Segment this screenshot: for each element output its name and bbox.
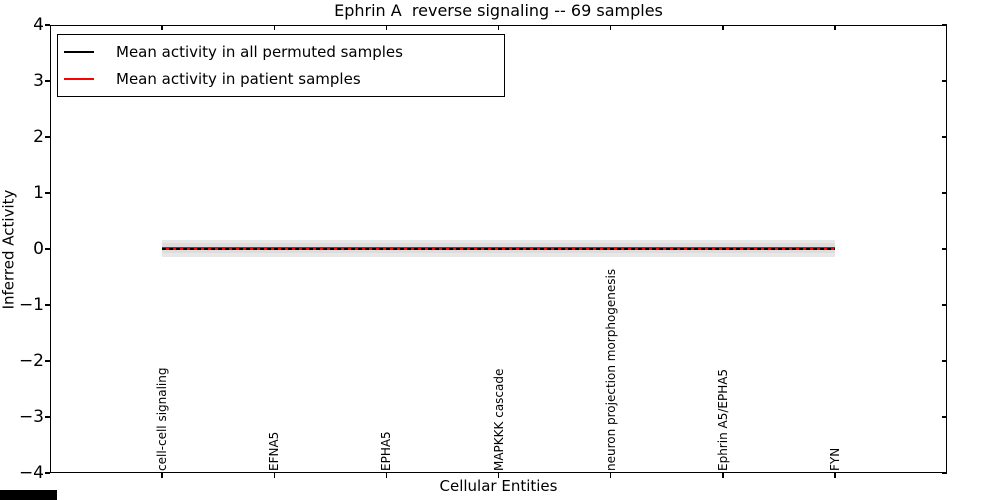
legend: Mean activity in all permuted samples Me…	[57, 34, 505, 97]
x-tick-bottom	[609, 473, 612, 478]
x-tick-top	[609, 25, 612, 30]
x-tick-bottom	[161, 473, 163, 478]
x-tick-bottom	[834, 473, 836, 478]
y-tick-left	[45, 192, 50, 194]
x-tick-top	[722, 25, 724, 30]
chart-title: Ephrin A reverse signaling -- 69 samples	[334, 1, 663, 20]
y-tick-label: −2	[18, 351, 44, 371]
x-tick-bottom	[722, 473, 724, 478]
x-tick-bottom	[497, 473, 500, 478]
y-tick-left	[45, 360, 50, 362]
y-tick-right	[942, 360, 947, 362]
legend-line-sample	[64, 77, 94, 80]
y-tick-left	[45, 304, 50, 306]
y-tick-right	[942, 248, 947, 250]
series-line	[162, 248, 835, 250]
y-tick-label: 2	[33, 127, 44, 147]
y-tick-right	[942, 24, 947, 26]
y-tick-right	[942, 416, 947, 418]
x-tick-label: EFNA5	[267, 431, 282, 471]
x-tick-label: Ephrin A5/EPHA5	[715, 368, 730, 471]
y-tick-right	[942, 472, 947, 474]
y-tick-label: −4	[18, 463, 44, 483]
x-axis-label: Cellular Entities	[439, 477, 558, 495]
y-tick-label: 4	[33, 15, 44, 35]
y-tick-left	[45, 472, 50, 474]
y-tick-label: 3	[33, 71, 44, 91]
y-tick-right	[942, 192, 947, 194]
screen-artifact-bar	[0, 490, 57, 500]
y-tick-label: −1	[18, 295, 44, 315]
y-tick-left	[45, 80, 50, 82]
x-tick-label: neuron projection morphogenesis	[603, 268, 618, 471]
y-tick-right	[942, 136, 947, 138]
y-tick-left	[45, 416, 50, 418]
x-tick-label: MAPKKK cascade	[491, 368, 506, 471]
y-tick-label: −3	[18, 407, 44, 427]
x-tick-top	[385, 25, 388, 30]
legend-line-sample	[64, 51, 94, 54]
legend-entry: Mean activity in patient samples	[64, 70, 504, 88]
x-tick-label: cell-cell signaling	[155, 367, 170, 472]
legend-entry-label: Mean activity in all permuted samples	[116, 43, 403, 62]
x-tick-bottom	[273, 473, 275, 478]
y-tick-left	[45, 248, 50, 250]
x-tick-label: EPHA5	[379, 431, 394, 471]
y-tick-left	[45, 24, 50, 26]
x-tick-label: FYN	[827, 447, 842, 471]
legend-entry-label: Mean activity in patient samples	[116, 69, 361, 88]
legend-entry: Mean activity in all permuted samples	[64, 43, 504, 61]
y-tick-label: 0	[33, 239, 44, 259]
x-tick-top	[161, 25, 163, 30]
y-tick-left	[45, 136, 50, 138]
y-tick-label: 1	[33, 183, 44, 203]
x-tick-top	[834, 25, 836, 30]
x-tick-top	[273, 25, 275, 30]
y-tick-right	[942, 304, 947, 306]
x-tick-bottom	[385, 473, 388, 478]
y-tick-right	[942, 80, 947, 82]
x-tick-top	[497, 25, 500, 30]
